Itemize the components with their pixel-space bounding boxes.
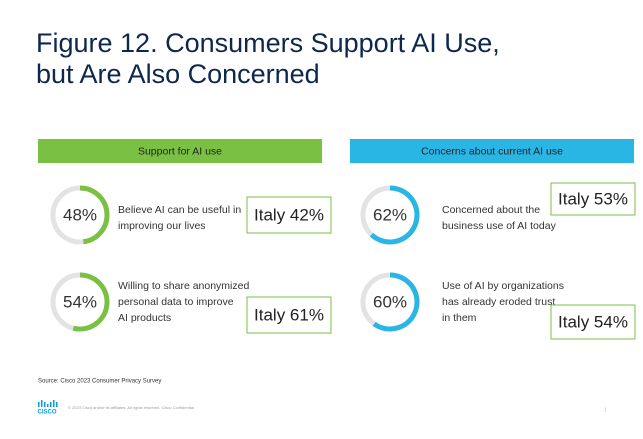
item-text: Concerned about the xyxy=(442,204,540,216)
item-text: Use of AI by organizations xyxy=(442,280,564,292)
item-text: improving our lives xyxy=(118,220,206,232)
country-value: Italy 42% xyxy=(254,205,324,224)
country-box xyxy=(550,182,636,216)
ring-arc xyxy=(372,272,420,332)
country-value: Italy 54% xyxy=(558,312,628,331)
country-box xyxy=(246,196,332,234)
ring-arc xyxy=(369,185,420,245)
country-box xyxy=(246,296,332,334)
ring-arc xyxy=(79,185,110,245)
title-line: Figure 12. Consumers Support AI Use, xyxy=(36,28,500,58)
item-text: Willing to share anonymized xyxy=(118,280,249,292)
item-text: has already eroded trust xyxy=(442,296,555,308)
item-text: personal data to improve xyxy=(118,296,234,308)
panel-header xyxy=(38,139,322,163)
item-text: business use of AI today xyxy=(442,220,557,232)
panel-heading: Concerns about current AI use xyxy=(421,145,563,157)
page-number: 1 xyxy=(604,407,607,413)
source: Source: Cisco 2023 Consumer Privacy Surv… xyxy=(38,379,161,385)
panel-header xyxy=(350,139,634,163)
logo-bars xyxy=(38,400,58,407)
ring-label: 54% xyxy=(63,292,97,311)
logo: CISCO xyxy=(37,410,56,416)
footer: © 2023 Cisco and/or its affiliates. All … xyxy=(68,405,194,410)
country-value: Italy 61% xyxy=(254,305,324,324)
title-line: but Are Also Concerned xyxy=(36,59,320,89)
item-text: Believe AI can be useful in xyxy=(118,204,241,216)
item-text: in them xyxy=(442,312,477,324)
country-value: Italy 53% xyxy=(558,189,628,208)
item-text: AI products xyxy=(118,312,171,324)
country-box xyxy=(550,304,636,340)
ring-label: 60% xyxy=(373,292,407,311)
ring-label: 48% xyxy=(63,205,97,224)
ring-label: 62% xyxy=(373,205,407,224)
ring-arc xyxy=(72,272,110,332)
panel-heading: Support for AI use xyxy=(138,145,222,157)
